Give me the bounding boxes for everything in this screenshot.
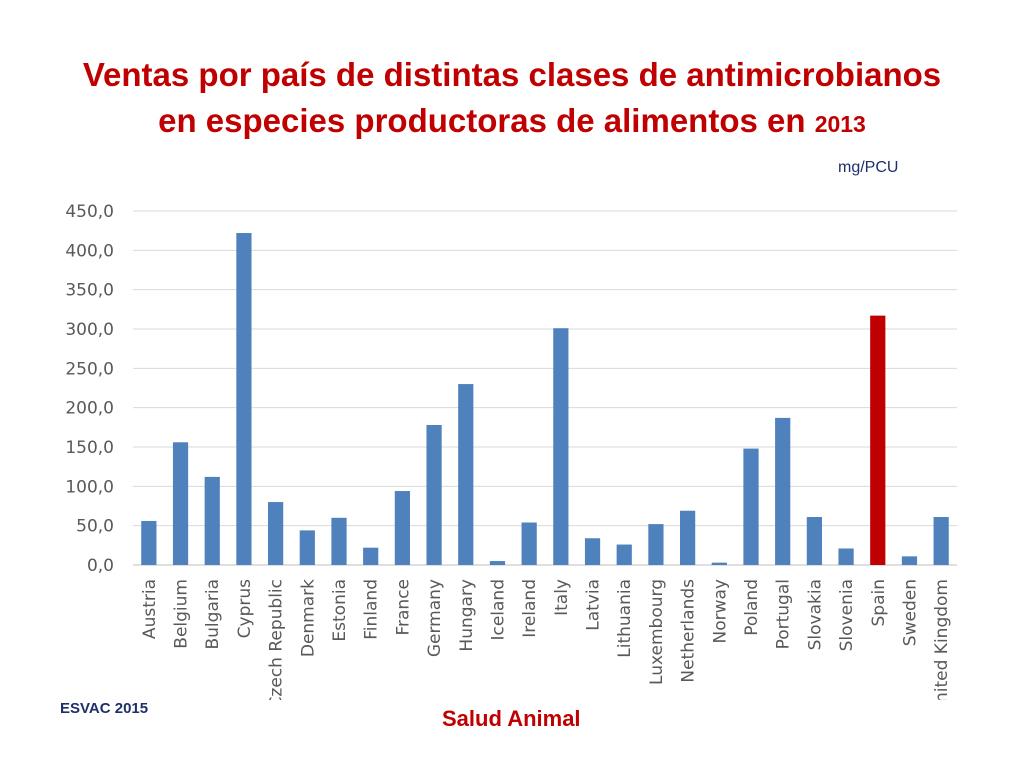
- y-tick-label: 300,0: [65, 320, 114, 340]
- x-tick-label: Finland: [362, 579, 382, 640]
- y-tick-label: 450,0: [65, 202, 114, 222]
- x-tick-label: Bulgaria: [203, 579, 223, 650]
- x-tick-label: Hungary: [457, 579, 477, 652]
- bar-finland: [363, 547, 379, 565]
- y-tick-label: 400,0: [65, 241, 114, 261]
- unit-label: mg/PCU: [838, 159, 899, 176]
- title-year: 2013: [814, 111, 866, 137]
- bar-italy: [553, 328, 569, 565]
- footer-label: Salud Animal: [442, 706, 581, 731]
- bar-latvia: [584, 538, 601, 565]
- bar-norway: [711, 562, 727, 565]
- y-tick-label: 250,0: [65, 359, 114, 379]
- x-tick-label: Austria: [140, 579, 160, 639]
- x-tick-label: Czech Republic: [267, 579, 287, 700]
- x-tick-label: Netherlands: [679, 579, 699, 683]
- title-line-1: Ventas por país de distintas clases de a…: [82, 56, 942, 93]
- x-tick-label: France: [393, 579, 413, 636]
- x-tick-label: Slovakia: [805, 579, 825, 650]
- x-tick-label: Norway: [710, 579, 730, 644]
- bar-france: [394, 491, 410, 565]
- bar-lithuania: [616, 544, 632, 565]
- x-tick-label: Denmark: [298, 579, 318, 657]
- x-tick-label: Lithuania: [615, 579, 635, 658]
- bar-cyprus: [236, 233, 252, 565]
- bar-chart: 0,0 50,0 100,0 150,0 200,0 250,0 300,0 350,0 400…: [65, 202, 957, 700]
- bar-denmark: [299, 530, 315, 565]
- bar-netherlands: [680, 510, 696, 565]
- bar-iceland: [489, 561, 506, 565]
- y-tick-label: 150,0: [65, 438, 114, 458]
- bar-estonia: [331, 517, 347, 565]
- bar-luxembourg: [648, 524, 664, 565]
- bar-slovenia: [838, 548, 854, 565]
- bar-united-kingdom: [933, 517, 949, 565]
- x-tick-label: Estonia: [330, 579, 350, 642]
- chart-title: Ventas por país de distintas clases de a…: [40, 52, 984, 147]
- x-tick-label: Spain: [869, 579, 889, 627]
- y-tick-label: 200,0: [65, 399, 114, 419]
- y-tick-label: 350,0: [65, 281, 114, 301]
- bar-portugal: [775, 417, 791, 565]
- bar-sweden: [901, 556, 918, 565]
- y-tick-label: 0,0: [87, 556, 114, 576]
- x-tick-label: Cyprus: [235, 579, 255, 638]
- x-tick-label: Sweden: [900, 579, 920, 646]
- bar-spain: [870, 315, 886, 565]
- bar-ireland: [521, 522, 537, 565]
- x-tick-label: Iceland: [488, 579, 508, 641]
- x-tick-label: Portugal: [774, 579, 794, 649]
- y-tick-label: 100,0: [65, 477, 114, 497]
- x-tick-label: United Kingdom: [932, 579, 952, 700]
- x-tick-label: Luxembourg: [647, 579, 667, 685]
- x-tick-label: Slovenia: [837, 579, 857, 651]
- x-tick-label: Italy: [552, 579, 572, 616]
- x-tick-label: Latvia: [584, 579, 604, 631]
- bar-hungary: [458, 384, 474, 565]
- x-tick-label: Belgium: [172, 579, 192, 649]
- bar-austria: [141, 520, 157, 565]
- bar-slovakia: [806, 517, 822, 565]
- bar-bulgaria: [204, 476, 220, 565]
- bar-belgium: [172, 442, 189, 565]
- bar-germany: [426, 424, 442, 565]
- y-tick-label: 50,0: [76, 517, 114, 537]
- bar-poland: [743, 448, 759, 565]
- x-tick-label: Germany: [425, 579, 445, 657]
- bar-czech-republic: [268, 502, 284, 565]
- title-line-2: en especies productoras de alimentos en: [158, 102, 815, 139]
- source-label: ESVAC 2015: [60, 700, 149, 717]
- x-tick-label: Ireland: [520, 579, 540, 638]
- x-tick-label: Poland: [742, 579, 762, 636]
